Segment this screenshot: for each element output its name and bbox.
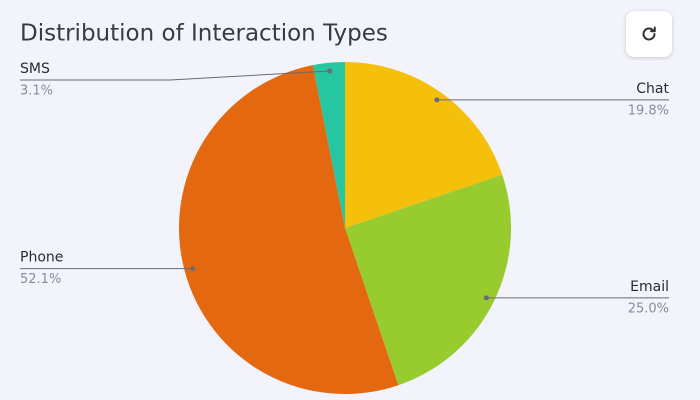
legend-label: SMS (20, 61, 50, 77)
data-label: 52.1% (20, 272, 61, 287)
leader-dot (327, 68, 333, 74)
data-label: 25.0% (628, 301, 669, 316)
pie-slice (178, 65, 399, 395)
legend-label: Email (630, 279, 669, 295)
legend-label: Chat (636, 81, 669, 97)
leader-dot (434, 97, 440, 103)
data-label: 19.8% (628, 103, 669, 118)
refresh-button[interactable] (626, 11, 672, 57)
pie-slice (345, 62, 503, 228)
data-label: 3.1% (20, 84, 53, 99)
chart-title: Distribution of Interaction Types (20, 21, 388, 47)
legend-label: Phone (20, 250, 63, 266)
leader-dot (190, 266, 196, 272)
pie-slice (345, 174, 511, 386)
leader-line (20, 70, 330, 81)
leader-dot (483, 295, 489, 301)
refresh-icon (642, 26, 656, 41)
pie-slice (312, 62, 345, 228)
